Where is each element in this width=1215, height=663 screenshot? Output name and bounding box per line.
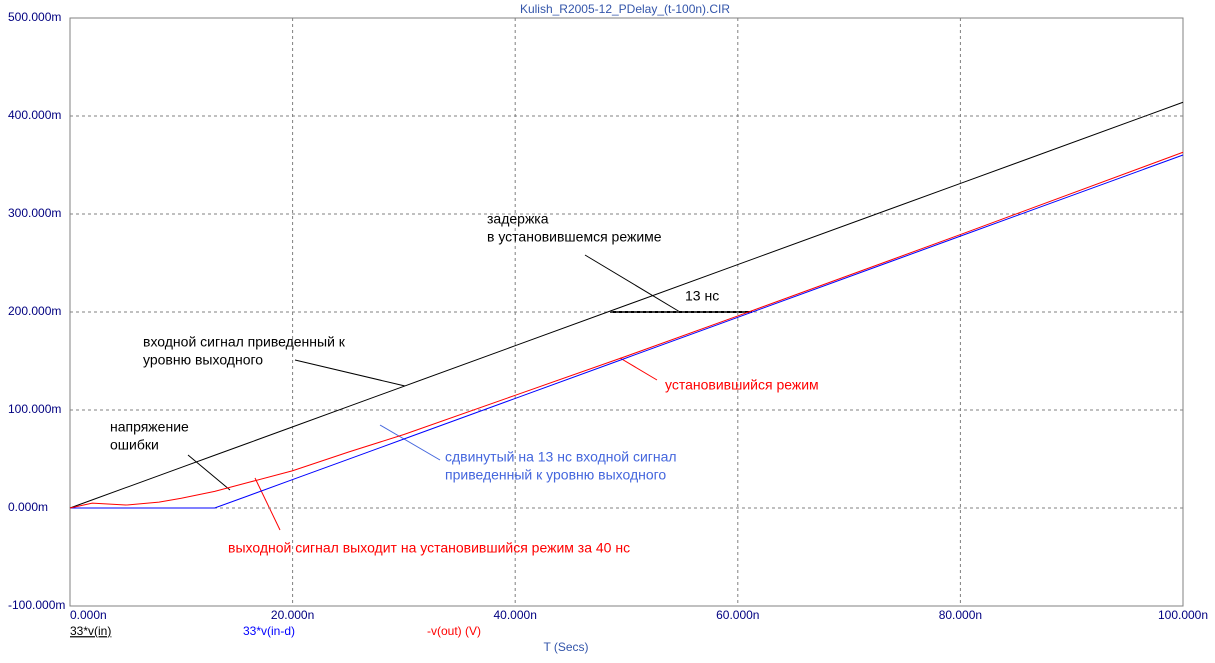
- legend-entry: 33*v(in): [70, 624, 111, 638]
- y-tick-label: 400.000m: [8, 108, 61, 122]
- leader: [254, 477, 281, 531]
- leader: [379, 424, 441, 461]
- annotation: уровню выходного: [143, 352, 263, 368]
- annotation: входной сигнал приведенный к: [143, 334, 346, 350]
- x-tick-label: 80.000n: [939, 608, 982, 622]
- annotation: ошибки: [110, 437, 159, 453]
- x-tick-label: 60.000n: [716, 608, 759, 622]
- y-tick-label: -100.000m: [8, 598, 65, 612]
- annotation: напряжение: [110, 419, 189, 435]
- leader: [294, 359, 406, 387]
- x-axis-label: T (Secs): [543, 640, 588, 654]
- chart-title: Kulish_R2005-12_PDelay_(t-100n).CIR: [520, 2, 730, 16]
- annotation: выходной сигнал выходит на установившийс…: [228, 540, 630, 556]
- x-tick-label: 100.000n: [1158, 608, 1208, 622]
- leader: [584, 254, 681, 313]
- annotation: задержка: [487, 211, 549, 227]
- x-tick-label: 0.000n: [70, 608, 107, 622]
- series-line: [69, 101, 1184, 509]
- annotation: приведенный к уровню выходного: [445, 467, 666, 483]
- y-tick-label: 200.000m: [8, 304, 61, 318]
- annotation: в установившемся режиме: [487, 229, 662, 245]
- y-tick-label: 100.000m: [8, 402, 61, 416]
- annotation: 13 нс: [685, 288, 719, 304]
- leader-lines: [187, 254, 752, 531]
- series-line: [70, 154, 1184, 509]
- leader: [619, 357, 658, 381]
- legend-entry: -v(out) (V): [427, 624, 481, 638]
- leader: [187, 454, 231, 491]
- y-tick-label: 500.000m: [8, 10, 61, 24]
- annotation: сдвинутый на 13 нс входной сигнал: [445, 449, 677, 465]
- x-tick-label: 40.000n: [494, 608, 537, 622]
- series-line: [69, 151, 1184, 509]
- y-tick-label: 0.000m: [8, 500, 48, 514]
- y-tick-label: 300.000m: [8, 206, 61, 220]
- annotation: установившийся режим: [665, 377, 819, 393]
- legend-entry: 33*v(in-d): [243, 624, 295, 638]
- x-tick-label: 20.000n: [271, 608, 314, 622]
